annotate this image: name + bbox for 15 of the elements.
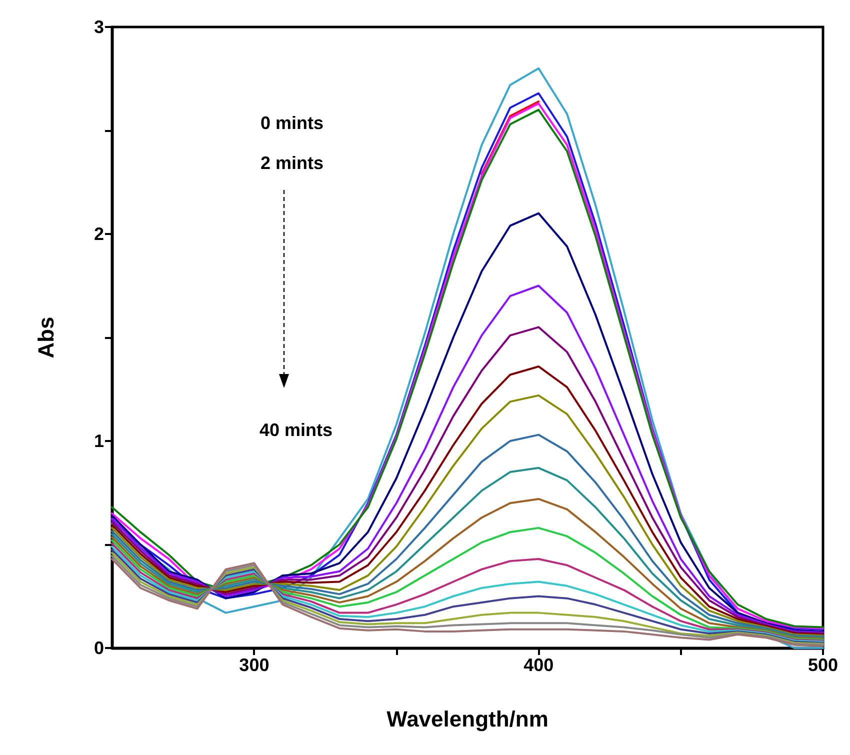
line-series [111,466,824,639]
x-tick-label: 400 [524,655,554,675]
y-tick-label: 0 [94,638,104,658]
x-tick-label: 500 [808,655,838,675]
line-series [111,212,824,632]
annotation: 2 mints [260,153,324,173]
y-axis-title: Abs [34,316,58,358]
y-tick-label: 2 [94,224,104,244]
x-axis-title: Wavelength/nm [386,706,548,732]
y-tick-label: 3 [94,17,104,37]
annotation: 40 mints [259,420,333,440]
line-series [111,498,824,640]
y-tick-label: 1 [94,431,104,451]
annotation: 0 mints [260,113,324,133]
x-tick-label: 300 [239,655,270,675]
